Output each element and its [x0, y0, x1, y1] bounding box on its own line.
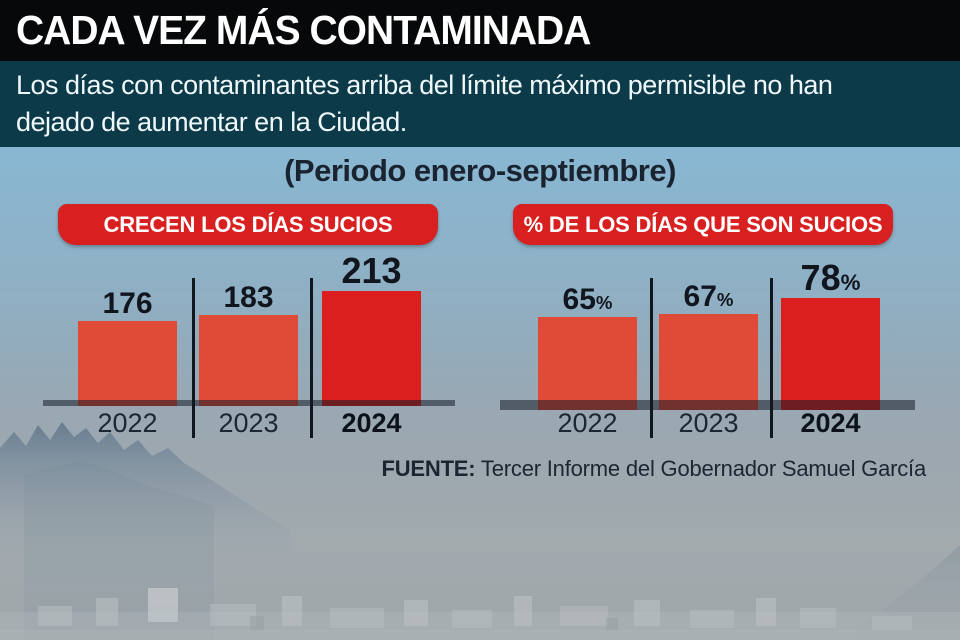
- bar-2023: [199, 315, 298, 406]
- value-label-2023: 183: [169, 283, 328, 313]
- column-divider: [770, 278, 773, 438]
- headline-bar: CADA VEZ MÁS CONTAMINADA: [0, 0, 960, 61]
- value-number: 67: [683, 280, 717, 313]
- page-title: CADA VEZ MÁS CONTAMINADA: [16, 7, 591, 53]
- category-label-2022: 2022: [97, 408, 158, 438]
- value-unit: %: [716, 289, 734, 310]
- category-label-2024: 2024: [341, 408, 402, 438]
- category-label-2023: 2023: [218, 408, 279, 438]
- value-label-2022: 176: [48, 289, 207, 319]
- value-number: 65: [562, 283, 596, 316]
- source-label: FUENTE:: [381, 456, 476, 481]
- value-number: 78: [800, 257, 841, 298]
- source-text: Tercer Informe del Gobernador Samuel Gar…: [475, 456, 926, 481]
- value-label-2022: 65%: [508, 285, 667, 315]
- value-label-2023: 67%: [629, 282, 788, 312]
- intro-line-1: Los días con contaminantes arriba del lí…: [16, 70, 833, 100]
- column-divider: [310, 278, 313, 438]
- bar-2024: [781, 298, 880, 410]
- value-number: 183: [223, 281, 274, 314]
- column-divider: [192, 278, 195, 438]
- bar-2022: [78, 321, 177, 406]
- axis-baseline: [43, 400, 455, 406]
- column-divider: [650, 278, 653, 438]
- category-label-2022: 2022: [557, 408, 618, 438]
- bar-2022: [538, 317, 637, 410]
- intro-bar: Los días con contaminantes arriba del lí…: [0, 61, 960, 147]
- intro-line-2: dejado de aumentar en la Ciudad.: [16, 107, 407, 137]
- source-note: FUENTE: Tercer Informe del Gobernador Sa…: [381, 456, 926, 482]
- value-unit: %: [840, 270, 861, 295]
- period-note: (Periodo enero-septiembre): [284, 153, 676, 188]
- chart-header-dirty-days: CRECEN LOS DÍAS SUCIOS: [58, 204, 438, 245]
- axis-baseline: [500, 400, 915, 410]
- category-label-2024: 2024: [800, 408, 861, 438]
- value-label-2024: 78%: [751, 260, 910, 296]
- bar-2023: [659, 314, 758, 410]
- bar-2024: [322, 291, 421, 406]
- value-unit: %: [595, 292, 613, 313]
- chart-header-dirty-days-percent: % DE LOS DÍAS QUE SON SUCIOS: [513, 204, 893, 245]
- value-label-2024: 213: [292, 253, 451, 289]
- value-number: 213: [341, 250, 402, 291]
- value-number: 176: [102, 287, 153, 320]
- category-label-2023: 2023: [678, 408, 739, 438]
